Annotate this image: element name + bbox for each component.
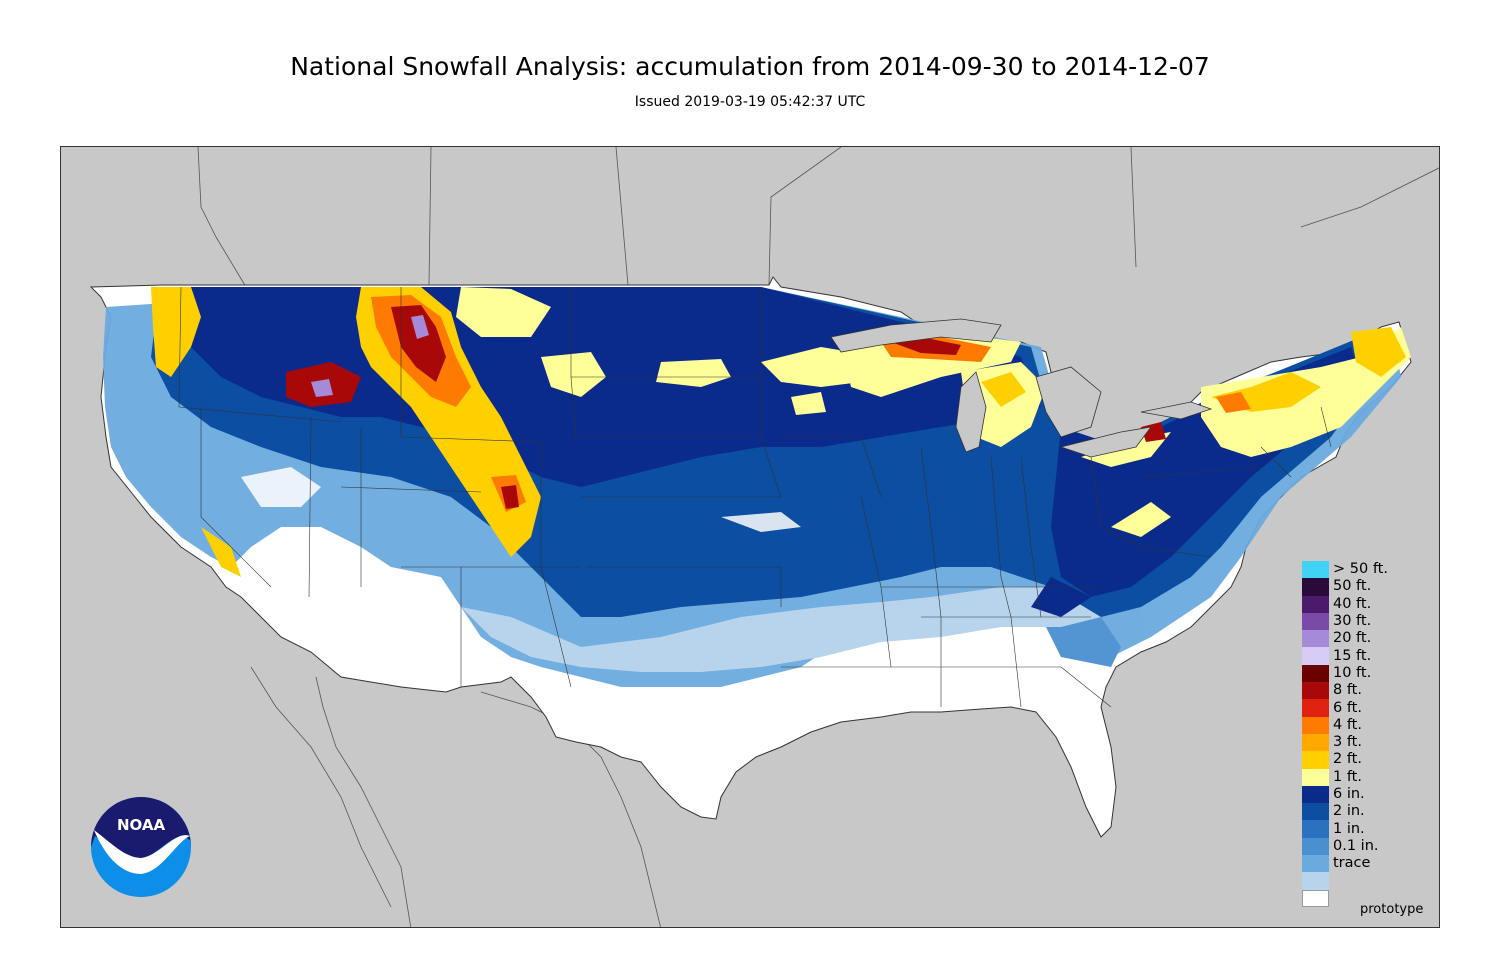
legend-label: 40 ft. xyxy=(1333,595,1372,612)
legend-item xyxy=(1302,872,1388,890)
legend-item: 50 ft. xyxy=(1302,578,1388,596)
legend-swatch xyxy=(1302,716,1329,734)
legend-item: 20 ft. xyxy=(1302,630,1388,648)
mexico-coast xyxy=(250,666,661,927)
snowfall-map[interactable] xyxy=(60,146,1440,928)
legend-item: 3 ft. xyxy=(1302,733,1388,752)
snow-purple xyxy=(311,315,429,397)
legend-swatch xyxy=(1302,578,1329,596)
prototype-label: prototype xyxy=(1360,902,1424,917)
legend-label: 8 ft. xyxy=(1333,682,1362,699)
legend-label: 6 in. xyxy=(1333,786,1365,802)
legend-item: trace xyxy=(1302,855,1388,873)
snow-whiteish-spots xyxy=(241,467,801,532)
legend-label: 10 ft. xyxy=(1333,664,1372,681)
legend-swatch xyxy=(1302,768,1329,786)
snowfall-legend: > 50 ft. 50 ft. 40 ft. 30 ft. 20 ft. 15 ft. 10… xyxy=(1302,561,1388,907)
legend-label: 30 ft. xyxy=(1333,613,1372,630)
map-title: National Snowfall Analysis: accumulation… xyxy=(290,52,1210,81)
legend-label: 20 ft. xyxy=(1333,630,1372,647)
state-borders xyxy=(178,286,1332,708)
legend-label: 4 ft. xyxy=(1333,716,1362,733)
legend-swatch xyxy=(1302,889,1329,907)
legend-swatch xyxy=(1302,595,1329,613)
legend-label: 0.1 in. xyxy=(1333,837,1379,854)
legend-label: > 50 ft. xyxy=(1333,561,1388,578)
legend-item: 1 ft. xyxy=(1302,768,1388,786)
legend-swatch xyxy=(1302,682,1329,700)
snowfall-map-canvas xyxy=(89,147,1439,927)
legend-label: 1 ft. xyxy=(1333,768,1362,785)
legend-swatch xyxy=(1302,612,1329,631)
legend-item: 2 ft. xyxy=(1302,751,1388,769)
noaa-logo: NOAA xyxy=(91,797,191,897)
legend-swatch xyxy=(1302,872,1329,890)
legend-item: 10 ft. xyxy=(1302,664,1388,683)
noaa-logo-text: NOAA xyxy=(117,816,166,834)
legend-swatch xyxy=(1302,837,1329,856)
legend-swatch xyxy=(1302,630,1329,648)
legend-item: 4 ft. xyxy=(1302,716,1388,734)
legend-label: 15 ft. xyxy=(1333,647,1372,664)
legend-label: 1 in. xyxy=(1333,820,1365,837)
legend-item: 40 ft. xyxy=(1302,595,1388,613)
issued-timestamp: Issued 2019-03-19 05:42:37 UTC xyxy=(634,94,866,110)
legend-item: 1 in. xyxy=(1302,820,1388,838)
legend-item: > 50 ft. xyxy=(1302,561,1388,579)
legend-swatch xyxy=(1302,664,1329,683)
legend-label: 2 ft. xyxy=(1333,751,1362,768)
legend-label: 6 ft. xyxy=(1333,699,1362,716)
great-lakes xyxy=(830,318,1213,458)
legend-item: 2 in. xyxy=(1302,803,1388,821)
legend-swatch xyxy=(1302,820,1329,838)
legend-item: 0.1 in. xyxy=(1302,837,1388,856)
legend-swatch xyxy=(1302,733,1329,752)
legend-swatch xyxy=(1302,785,1329,804)
legend-label: trace xyxy=(1333,855,1371,872)
snow-pale-blue xyxy=(461,587,1101,672)
legend-swatch xyxy=(1302,647,1329,665)
legend-item: 6 ft. xyxy=(1302,699,1388,717)
legend-item: 6 in. xyxy=(1302,785,1388,804)
legend-item: 15 ft. xyxy=(1302,647,1388,665)
legend-item: 30 ft. xyxy=(1302,612,1388,631)
legend-label: 3 ft. xyxy=(1333,734,1362,751)
legend-item xyxy=(1302,889,1388,907)
legend-swatch xyxy=(1302,751,1329,769)
legend-swatch xyxy=(1302,561,1329,579)
legend-label: 2 in. xyxy=(1333,803,1365,820)
legend-swatch xyxy=(1302,855,1329,873)
legend-swatch xyxy=(1302,803,1329,821)
legend-swatch xyxy=(1302,699,1329,717)
canada-borders xyxy=(197,147,1439,288)
legend-item: 8 ft. xyxy=(1302,682,1388,700)
legend-label: 50 ft. xyxy=(1333,578,1372,595)
